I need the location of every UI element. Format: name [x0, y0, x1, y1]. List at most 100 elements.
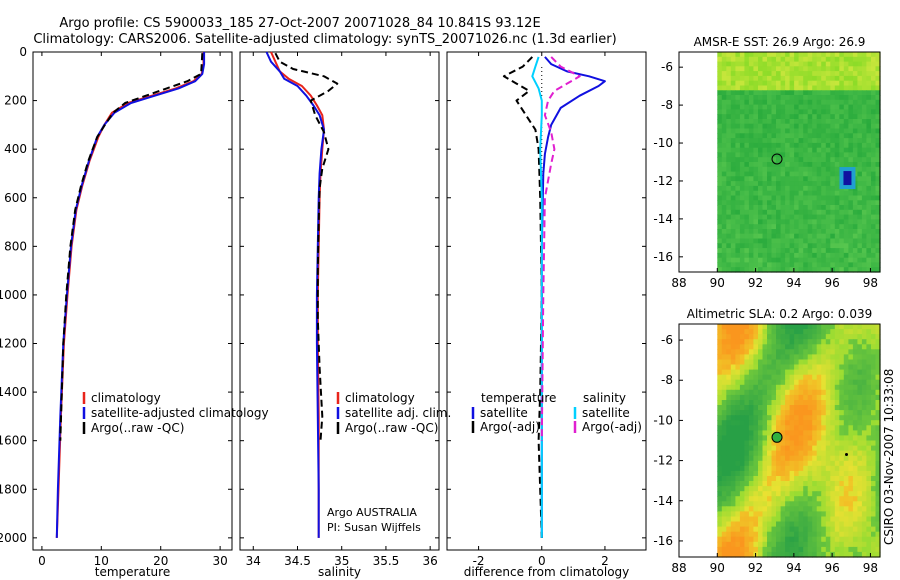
- sst-map-heatmap-cell: [767, 75, 773, 82]
- sst-map-heatmap-cell: [816, 257, 822, 264]
- sla-map-heatmap-cell: [758, 455, 764, 462]
- sst-map-heatmap-cell: [767, 95, 773, 101]
- sst-map-heatmap-cell: [821, 262, 827, 268]
- sla-map-heatmap-cell: [771, 349, 777, 355]
- sst-map-heatmap-cell: [871, 233, 877, 240]
- difference-legend-title: temperature: [481, 391, 556, 405]
- sst-map-heatmap-cell: [830, 200, 836, 206]
- sst-map-heatmap-cell: [812, 52, 818, 58]
- sst-map-heatmap-cell: [735, 248, 741, 254]
- sst-map-heatmap-cell: [866, 71, 872, 77]
- sst-map-heatmap-cell: [721, 195, 727, 201]
- sla-map-heatmap-cell: [839, 349, 845, 355]
- sla-map-heatmap-cell: [753, 491, 759, 497]
- sla-map-heatmap-cell: [798, 476, 804, 482]
- sla-map-heatmap-cell: [744, 379, 750, 386]
- sla-map-heatmap-cell: [807, 354, 813, 361]
- sst-map-heatmap-cell: [739, 262, 745, 268]
- sst-map-heatmap-cell: [730, 56, 736, 63]
- sla-map-heatmap-cell: [866, 415, 872, 421]
- sla-map-heatmap-cell: [748, 496, 754, 502]
- sst-map-heatmap-cell: [780, 162, 786, 168]
- sla-map-heatmap-cell: [730, 410, 736, 416]
- sst-map-heatmap-cell: [803, 142, 809, 149]
- sst-map-heatmap-cell: [798, 90, 804, 96]
- sla-map-heatmap-cell: [776, 491, 782, 497]
- sst-map-heatmap-cell: [821, 209, 827, 216]
- sst-map-heatmap-cell: [771, 142, 777, 149]
- sst-map-heatmap-cell: [721, 200, 727, 206]
- sst-map-heatmap-cell: [739, 61, 745, 67]
- sst-map-heatmap-cell: [748, 166, 754, 173]
- sst-map-heatmap-cell: [861, 104, 867, 110]
- sla-map-heatmap-cell: [762, 379, 768, 386]
- sla-map-heatmap-cell: [794, 481, 800, 487]
- sst-map-heatmap-cell: [739, 66, 745, 72]
- sst-map-heatmap-cell: [821, 219, 827, 225]
- sla-map-heatmap-cell: [821, 389, 827, 396]
- sla-map-heatmap-cell: [857, 349, 863, 355]
- sla-map-heatmap-cell: [735, 531, 741, 538]
- sst-map-heatmap-cell: [843, 162, 849, 168]
- sst-map-heatmap-cell: [821, 52, 827, 58]
- sst-map-heatmap-cell: [739, 195, 745, 201]
- sst-map-heatmap-cell: [816, 214, 822, 220]
- sla-map-heatmap-cell: [861, 511, 867, 518]
- sla-map-heatmap-cell: [794, 506, 800, 512]
- sla-map-heatmap-cell: [875, 435, 881, 442]
- sla-map-heatmap-cell: [730, 541, 736, 548]
- sst-map-heatmap-cell: [875, 114, 881, 120]
- sla-map-heatmap-cell: [843, 324, 849, 330]
- sla-map-heatmap-cell: [776, 476, 782, 482]
- sst-map-heatmap-cell: [834, 219, 840, 225]
- sla-map-heatmap-cell: [780, 379, 786, 386]
- sla-map-heatmap-cell: [717, 455, 723, 462]
- sla-map-heatmap-cell: [767, 349, 773, 355]
- sla-map-heatmap-cell: [789, 415, 795, 421]
- sst-map-heatmap-cell: [816, 52, 822, 58]
- sla-map-heatmap-cell: [852, 374, 858, 381]
- sla-map-heatmap-cell: [785, 394, 791, 401]
- sla-map-heatmap-cell: [771, 516, 777, 523]
- sla-map-heatmap-cell: [803, 369, 809, 376]
- sst-map-heatmap-cell: [807, 224, 813, 230]
- sla-map-heatmap-cell: [726, 450, 732, 457]
- sst-map-heatmap-cell: [721, 238, 727, 244]
- sst-map-heatmap-cell: [812, 56, 818, 63]
- sla-map-heatmap-cell: [825, 491, 831, 497]
- sla-map-heatmap-cell: [825, 410, 831, 416]
- sst-map-heatmap-cell: [726, 138, 732, 144]
- sla-map-heatmap-cell: [748, 486, 754, 492]
- sla-map-heatmap-cell: [798, 546, 804, 553]
- sst-map-heatmap-cell: [726, 142, 732, 149]
- sst-map-heatmap-cell: [785, 205, 791, 211]
- sla-map-heatmap-cell: [776, 369, 782, 376]
- sla-map-heatmap-cell: [739, 450, 745, 457]
- sst-map-heatmap-cell: [798, 66, 804, 72]
- sla-map-heatmap-cell: [848, 349, 854, 355]
- sst-map-heatmap-cell: [780, 195, 786, 201]
- sst-map-heatmap-cell: [834, 80, 840, 87]
- sla-map-heatmap-cell: [794, 420, 800, 426]
- sla-map-heatmap-cell: [767, 465, 773, 472]
- sla-map-heatmap-cell: [857, 435, 863, 442]
- sst-map-heatmap-cell: [789, 90, 795, 96]
- sst-map-heatmap-cell: [871, 104, 877, 110]
- sla-map-heatmap-cell: [843, 481, 849, 487]
- sst-map-heatmap-cell: [875, 229, 881, 235]
- sst-map-heatmap-cell: [717, 209, 723, 216]
- salinity-xtick-label: 34: [246, 554, 261, 568]
- sst-map-heatmap-cell: [807, 262, 813, 268]
- sla-map-heatmap-cell: [789, 476, 795, 482]
- sla-map-heatmap-cell: [748, 450, 754, 457]
- sla-map-heatmap-cell: [816, 445, 822, 452]
- sla-map-heatmap-cell: [830, 425, 836, 431]
- sla-map-heatmap-cell: [794, 455, 800, 462]
- sla-map-heatmap-cell: [726, 455, 732, 462]
- sst-map-heatmap-cell: [830, 114, 836, 120]
- sst-map-heatmap-cell: [767, 257, 773, 264]
- sst-map-heatmap-cell: [748, 99, 754, 106]
- sla-map-heatmap-cell: [834, 541, 840, 548]
- sla-map-heatmap-cell: [857, 486, 863, 492]
- sla-map-heatmap-cell: [753, 410, 759, 416]
